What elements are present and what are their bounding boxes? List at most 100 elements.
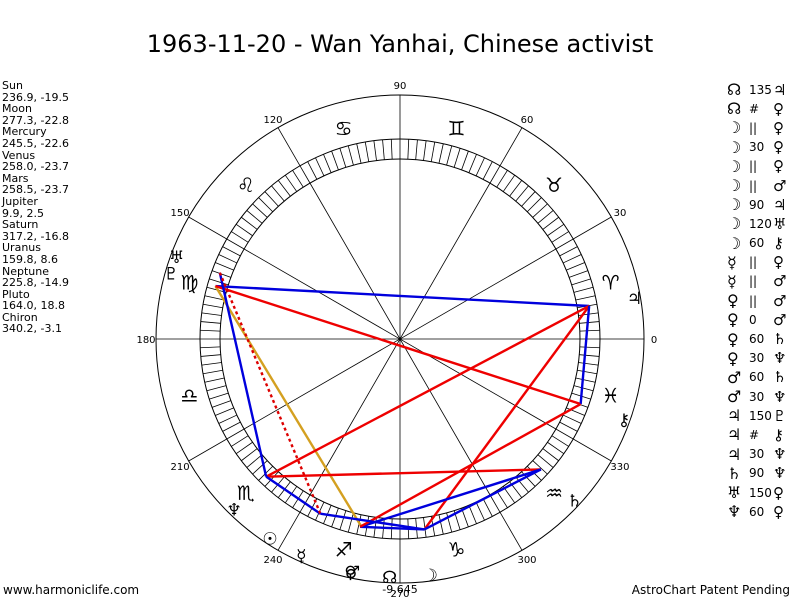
- hatch-tick: [339, 148, 347, 168]
- hatch-tick: [521, 191, 536, 207]
- hatch-tick: [430, 141, 436, 162]
- hatch-tick: [542, 216, 559, 230]
- aspect-type: 120: [749, 216, 772, 231]
- aspect-planet2: ♆: [773, 387, 787, 406]
- aspect-line-red: [266, 468, 541, 478]
- aspect-planet1: ☽: [727, 233, 742, 253]
- hatch-tick: [201, 362, 222, 366]
- hatch-tick: [566, 262, 585, 271]
- planet-coords: 258.5, -23.7: [2, 183, 69, 197]
- aspect-row: ♀ || ♂: [727, 291, 786, 310]
- hatch-tick: [555, 428, 574, 440]
- aspect-row: ☽ || ♀: [727, 118, 786, 137]
- aspect-planet1: ☽: [727, 137, 742, 157]
- aspect-line-blue: [215, 284, 590, 308]
- hatch-tick: [215, 262, 234, 271]
- aspect-type: 90: [749, 466, 765, 481]
- hatch-tick: [209, 392, 229, 400]
- aspect-planet1: ♃: [727, 406, 742, 426]
- planet-glyph: ♂: [345, 563, 360, 583]
- zodiac-sign-glyph: ♓: [602, 383, 620, 407]
- aspect-planet1: ♂: [727, 367, 742, 387]
- aspect-planet1: ♀: [727, 329, 739, 349]
- hatch-tick: [579, 329, 600, 332]
- aspect-planet2: ♃: [773, 195, 787, 214]
- aspect-planet2: ♄: [773, 368, 787, 387]
- aspect-planet2: ⚷: [773, 234, 784, 253]
- hatch-tick: [201, 312, 222, 316]
- aspect-type: ||: [749, 178, 758, 193]
- aspect-row: ♆ 60 ♀: [727, 502, 786, 521]
- aspect-planet2: ♂: [773, 176, 787, 195]
- aspect-planet2: ♀: [773, 118, 784, 137]
- aspect-planet1: ♃: [727, 444, 742, 464]
- hatch-tick: [373, 140, 377, 161]
- sign-boundary: [499, 127, 523, 166]
- footer-patent: AstroChart Patent Pending: [631, 583, 790, 597]
- aspect-type: 60: [749, 504, 765, 519]
- footer-website[interactable]: www.harmoniclife.com: [3, 583, 140, 597]
- sign-boundary: [573, 216, 612, 240]
- aspect-line-gold: [214, 285, 363, 528]
- hatch-tick: [284, 174, 298, 192]
- zodiac-sign-glyph: ♌: [237, 173, 255, 197]
- zodiac-glyphs: ♈ ♓ ♒ ♑ ♐ ♏ ♎ ♍ ♌ ♋ ♊ ♉: [180, 116, 619, 561]
- hatch-tick: [222, 421, 241, 432]
- hatch-tick: [575, 377, 596, 383]
- planet-name: Mercury: [2, 125, 47, 139]
- degree-label: 0: [651, 335, 657, 346]
- chart-title: 1963-11-20 - Wan Yanhai, Chinese activis…: [146, 30, 654, 58]
- aspect-line-red: [215, 284, 582, 406]
- aspect-type: #: [749, 427, 760, 442]
- aspect-planet2: ♆: [773, 349, 787, 368]
- zodiac-sign-glyph: ♒: [545, 481, 563, 505]
- zodiac-sign-glyph: ♐: [335, 538, 353, 562]
- hatch-tick: [482, 498, 493, 517]
- aspect-row: ♃ # ⚷: [727, 425, 786, 444]
- hatch-tick: [578, 362, 599, 366]
- degree-label: 330: [610, 462, 629, 473]
- zodiac-sign-glyph: ♋: [335, 116, 353, 140]
- sign-boundary: [188, 216, 227, 240]
- hatch-tick: [446, 145, 453, 166]
- hatch-tick: [496, 490, 508, 508]
- aspect-line-blue: [320, 512, 425, 531]
- hatch-tick: [218, 254, 238, 264]
- degree-label: 300: [517, 555, 536, 566]
- planet-glyph: ♃: [627, 289, 642, 309]
- hatch-tick: [252, 460, 268, 475]
- hatch-tick: [438, 143, 444, 164]
- aspect-type: 135: [749, 82, 772, 97]
- hatch-tick: [446, 512, 453, 533]
- hatch-tick: [569, 270, 589, 278]
- hatch-tick: [347, 512, 354, 533]
- hatch-tick: [347, 145, 354, 166]
- aspect-line-blue: [359, 468, 542, 528]
- aspect-row: ♂ 30 ♆: [727, 387, 786, 406]
- planet-name: Moon: [2, 102, 32, 116]
- planet-coords: 164.0, 18.8: [2, 299, 65, 313]
- hatch-tick: [277, 180, 291, 197]
- hatch-tick: [468, 154, 477, 173]
- aspect-planet2: ♀: [773, 253, 784, 272]
- aspect-row: ☿ || ♂: [727, 272, 786, 291]
- aspect-planet1: ☊: [727, 99, 742, 119]
- hatch-tick: [231, 231, 249, 243]
- aspect-type: 30: [749, 389, 765, 404]
- zodiac-sign-glyph: ♈: [602, 271, 620, 295]
- hatch-tick: [515, 185, 529, 202]
- aspect-row: ☽ 120 ♅: [727, 214, 786, 233]
- aspect-row: ☿ || ♀: [727, 253, 786, 272]
- planet-name: Chiron: [2, 310, 38, 324]
- aspect-type: 30: [749, 140, 765, 155]
- aspect-type: 0: [749, 312, 757, 327]
- hatch-tick: [339, 510, 347, 530]
- degree-label: 120: [263, 115, 282, 126]
- hatch-tick: [579, 346, 600, 349]
- hatch-tick: [551, 435, 569, 447]
- hatch-tick: [475, 157, 485, 177]
- hatch-tick: [241, 216, 258, 230]
- hatch-tick: [200, 346, 221, 349]
- aspect-planet1: ☽: [727, 214, 742, 234]
- hatch-tick: [390, 139, 393, 160]
